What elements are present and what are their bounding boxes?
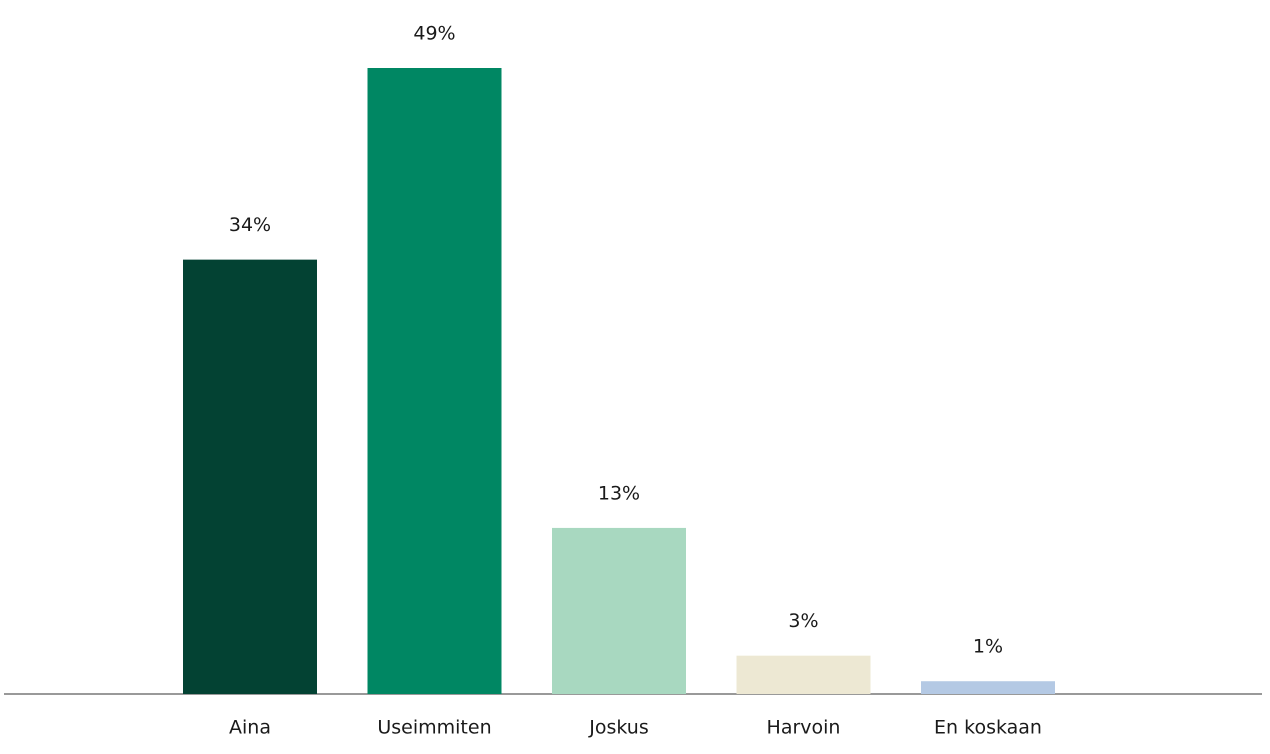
x-tick-label: Useimmiten [377,717,491,739]
x-tick-label: Harvoin [767,717,841,739]
bar [921,681,1055,694]
value-label: 13% [598,482,640,504]
value-label: 49% [413,23,455,45]
x-tick-label: En koskaan [934,717,1042,739]
x-tick-label: Joskus [588,717,649,739]
value-label: 3% [788,610,818,632]
bar [736,655,871,694]
bar [552,527,686,694]
bar [367,68,502,694]
value-label: 1% [973,636,1003,658]
value-label: 34% [229,214,271,236]
x-tick-label: Aina [229,717,271,739]
bar [183,259,317,694]
